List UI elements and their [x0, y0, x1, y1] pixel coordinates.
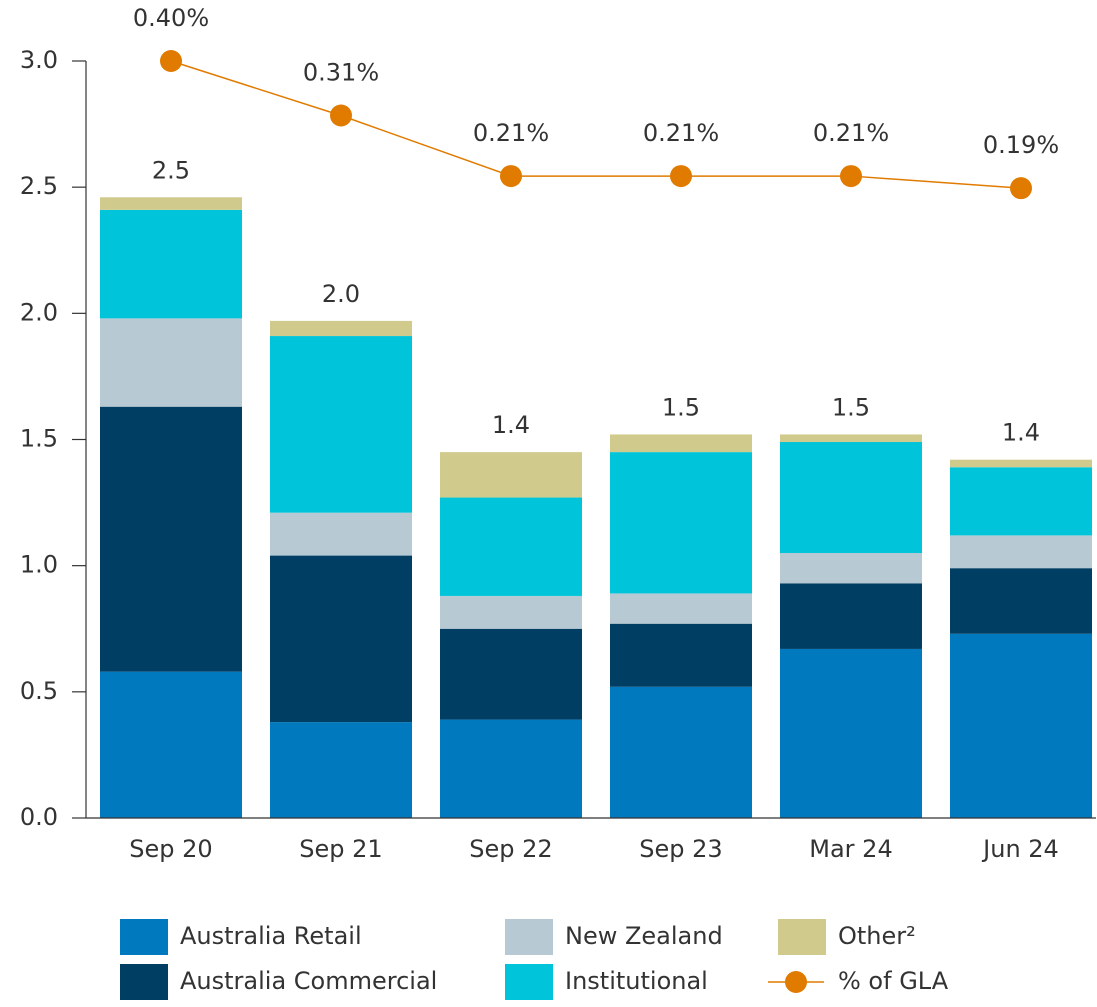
bar-segment: [100, 197, 242, 210]
legend-swatch: [505, 919, 553, 955]
legend-swatch: [778, 919, 826, 955]
legend-swatch: [120, 919, 168, 955]
bar-segment: [610, 686, 752, 818]
y-tick-label: 2.5: [20, 172, 58, 200]
bar-segment: [100, 209, 242, 319]
x-tick-label: Sep 22: [469, 835, 552, 863]
line-label: 0.40%: [133, 4, 209, 32]
y-tick-label: 0.5: [20, 677, 58, 705]
bar-segment: [270, 722, 412, 818]
legend-label: Australia Retail: [180, 922, 362, 950]
bar-segment: [270, 512, 412, 556]
line-point: [840, 165, 862, 188]
bar-segment: [610, 623, 752, 687]
y-tick-label: 1.5: [20, 425, 58, 453]
bar-segment: [950, 467, 1092, 536]
legend-swatch: [120, 964, 168, 1000]
line-label: 0.21%: [643, 119, 719, 147]
total-label: 1.4: [492, 411, 530, 439]
y-tick-label: 1.0: [20, 551, 58, 579]
line-label: 0.19%: [983, 131, 1059, 159]
bar-segment: [440, 452, 582, 498]
x-tick-label: Sep 20: [129, 835, 212, 863]
bar-segment: [270, 336, 412, 513]
bar-segment: [440, 628, 582, 720]
y-tick-label: 3.0: [20, 46, 58, 74]
bar-segment: [780, 442, 922, 554]
legend-label: Other²: [838, 922, 916, 950]
legend-label: Australia Commercial: [180, 967, 437, 995]
line-point: [330, 104, 352, 127]
bar-segment: [100, 318, 242, 407]
x-tick-label: Jun 24: [981, 835, 1059, 863]
bar-segment: [100, 406, 242, 672]
bar-segment: [440, 595, 582, 629]
bar-segment: [950, 568, 1092, 634]
bar-segment: [270, 555, 412, 723]
line-label: 0.21%: [473, 119, 549, 147]
line-series: [170, 60, 1022, 189]
bar-segment: [610, 593, 752, 624]
line-label: 0.31%: [303, 59, 379, 87]
bar-segment: [780, 583, 922, 649]
total-label: 1.4: [1002, 419, 1040, 447]
total-label: 1.5: [662, 393, 700, 421]
bar-segment: [780, 648, 922, 818]
line-label: 0.21%: [813, 119, 889, 147]
bar-segment: [950, 459, 1092, 468]
line-point: [160, 50, 182, 72]
legend-swatch: [505, 964, 553, 1000]
legend-label: % of GLA: [838, 967, 949, 995]
y-tick-label: 0.0: [20, 803, 58, 831]
y-tick-label: 2.0: [20, 298, 58, 326]
total-label: 2.5: [152, 156, 190, 184]
x-tick-label: Sep 23: [639, 835, 722, 863]
bar-segment: [780, 434, 922, 443]
line-point: [500, 165, 522, 188]
bar-segment: [780, 553, 922, 584]
line-point: [1010, 177, 1032, 200]
line-point: [670, 165, 692, 188]
x-tick-label: Sep 21: [299, 835, 382, 863]
bar-segment: [440, 719, 582, 818]
legend-marker: [785, 971, 807, 993]
bar-segment: [950, 535, 1092, 569]
legend-label: Institutional: [565, 967, 708, 995]
bar-segment: [950, 633, 1092, 818]
bar-segment: [270, 320, 412, 337]
total-label: 2.0: [322, 280, 360, 308]
bar-segment: [100, 671, 242, 818]
bar-segment: [610, 434, 752, 453]
legend-label: New Zealand: [565, 922, 723, 950]
x-tick-label: Mar 24: [809, 835, 892, 863]
bar-segment: [440, 497, 582, 596]
total-label: 1.5: [832, 393, 870, 421]
bar-segment: [610, 452, 752, 594]
